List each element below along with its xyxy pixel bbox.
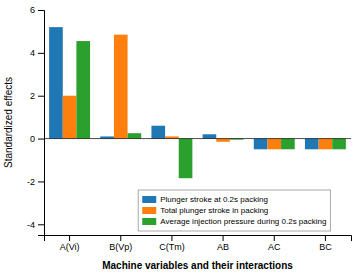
y-tick-label: 0	[30, 134, 35, 144]
y-tick-label: -2	[27, 177, 35, 187]
y-tick: 2	[30, 91, 44, 101]
x-tick-label: B(Vp)	[109, 242, 132, 252]
x-tick-mark	[325, 235, 326, 241]
bar	[305, 139, 319, 150]
legend-box	[138, 190, 330, 231]
zero-line	[44, 138, 351, 139]
y-tick: 0	[30, 134, 44, 144]
y-tick: -4	[27, 220, 44, 230]
y-tick-mark	[38, 96, 44, 97]
bar	[216, 139, 230, 142]
y-tick: 4	[30, 48, 44, 58]
bar	[114, 35, 128, 139]
bar	[49, 27, 63, 138]
x-tick-mark	[171, 235, 172, 241]
y-tick: 6	[30, 5, 44, 15]
legend-label: Plunger stroke at 0.2s packing	[160, 195, 268, 204]
x-tick: AB	[217, 235, 229, 252]
chart: -4 -2 0 2 4 6 A(Vi) B(Vp) C(Tm) AB AC BC Plunger str…	[0, 0, 361, 277]
bar	[281, 139, 295, 150]
bar-series	[49, 27, 318, 149]
x-tick-label: AC	[268, 242, 281, 252]
bar	[63, 96, 77, 139]
bar	[203, 134, 217, 138]
x-tick: A(Vi)	[60, 235, 80, 252]
y-axis-title: Standardized effects	[3, 77, 14, 168]
x-tick: BC	[319, 235, 332, 252]
bar-series	[76, 41, 345, 178]
legend-swatch	[142, 218, 156, 225]
bar	[319, 139, 333, 150]
plot: -4 -2 0 2 4 6 A(Vi) B(Vp) C(Tm) AB AC BC Plunger str…	[27, 5, 352, 252]
x-tick: C(Tm)	[159, 235, 185, 252]
x-tick-mark	[274, 235, 275, 241]
x-tick-label: AB	[217, 242, 229, 252]
y-axis: -4 -2 0 2 4 6	[27, 5, 45, 235]
x-tick-label: BC	[319, 242, 332, 252]
x-tick-mark	[69, 235, 70, 241]
x-tick-label: C(Tm)	[159, 242, 185, 252]
legend-label: Average injection pressure during 0.2s p…	[160, 217, 326, 226]
x-axis: A(Vi) B(Vp) C(Tm) AB AC BC	[45, 235, 352, 252]
x-tick-mark	[120, 235, 121, 241]
legend: Plunger stroke at 0.2s packing Total plun…	[138, 190, 330, 231]
bar	[332, 139, 346, 150]
y-tick-mark	[38, 53, 44, 54]
x-tick-mark	[223, 235, 224, 241]
y-tick-label: 6	[30, 5, 35, 15]
legend-label: Total plunger stroke in packing	[160, 206, 268, 215]
y-tick-label: 2	[30, 91, 35, 101]
x-axis-line	[45, 236, 352, 242]
y-tick-mark	[38, 139, 44, 140]
y-tick-label: 4	[30, 48, 35, 58]
x-tick: B(Vp)	[109, 235, 132, 252]
x-tick-label: A(Vi)	[60, 242, 80, 252]
legend-swatch	[142, 196, 156, 203]
bar	[267, 139, 281, 150]
bar	[179, 139, 193, 179]
bar	[128, 133, 142, 138]
y-tick-mark	[38, 181, 44, 182]
bar	[151, 126, 165, 139]
bars	[49, 27, 346, 178]
y-tick-mark	[38, 224, 44, 225]
legend-swatch	[142, 207, 156, 214]
bar-series	[63, 35, 332, 150]
x-tick: AC	[268, 235, 281, 252]
y-tick-label: -4	[27, 220, 35, 230]
x-axis-title: Machine variables and their interactions	[102, 260, 293, 271]
y-tick: -2	[27, 177, 44, 187]
y-tick-mark	[38, 10, 44, 11]
y-axis-line	[38, 11, 45, 236]
bar	[254, 139, 268, 150]
bar	[76, 41, 90, 139]
